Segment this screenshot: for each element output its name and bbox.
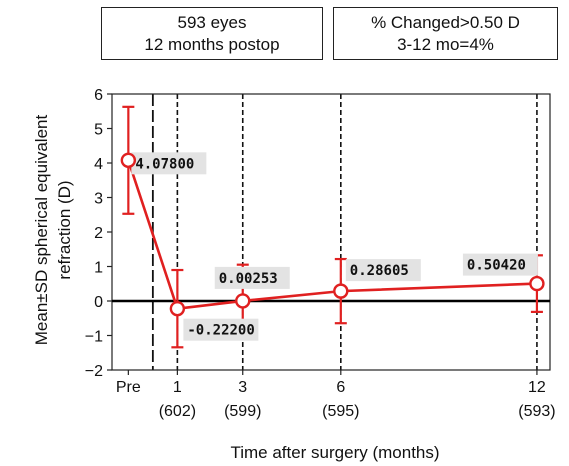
- y-axis-label-line1: Mean±SD spherical equivalent: [32, 115, 51, 346]
- data-point: [120, 152, 137, 169]
- data-point: [235, 293, 251, 309]
- x-tick-sample-size: (599): [224, 403, 261, 420]
- data-point: [333, 283, 349, 299]
- data-label: 4.07800: [135, 156, 194, 172]
- y-tick-label: 4: [94, 156, 103, 173]
- x-tick-label: 12: [528, 379, 546, 396]
- data-point: [169, 300, 186, 317]
- info-box-sample: 593 eyes 12 months postop: [101, 7, 323, 60]
- series-layer: [122, 105, 543, 349]
- data-label: 0.00253: [219, 271, 278, 287]
- x-tick-label: 3: [238, 379, 247, 396]
- data-label-bg: [183, 318, 259, 341]
- y-tick-label: 5: [94, 122, 103, 139]
- data-label: 0.28605: [350, 263, 409, 279]
- data-label-bg: [214, 266, 290, 289]
- data-label: 0.50420: [467, 258, 526, 274]
- info-box-change-line1: % Changed>0.50 D: [371, 12, 520, 32]
- info-box-sample-line2: 12 months postop: [144, 34, 280, 54]
- y-tick-label: 6: [94, 87, 103, 104]
- info-box-change-line2: 3-12 mo=4%: [397, 34, 494, 54]
- data-label: -0.22200: [187, 323, 254, 339]
- x-axis-label: Time after surgery (months): [230, 443, 439, 462]
- y-tick-label: 3: [94, 191, 103, 208]
- data-label-bg: [462, 253, 538, 276]
- data-label-bg: [345, 259, 421, 282]
- y-tick-label: 2: [94, 225, 103, 242]
- data-label-bg: [131, 152, 207, 175]
- y-tick-label: 0: [94, 294, 103, 311]
- series-line: [127, 159, 537, 311]
- y-tick-label: 1: [94, 260, 103, 277]
- info-box-sample-line1: 593 eyes: [177, 12, 247, 32]
- info-box-change: % Changed>0.50 D 3-12 mo=4%: [333, 7, 558, 60]
- x-tick-sample-size: (595): [322, 403, 359, 420]
- x-tick-label: 1: [173, 379, 182, 396]
- data-point: [529, 275, 545, 292]
- x-tick-label: 6: [336, 379, 345, 396]
- x-tick-sample-size: (593): [518, 403, 555, 420]
- x-tick-sample-size: (602): [159, 403, 196, 420]
- y-tick-label: −2: [85, 363, 103, 380]
- y-tick-label: −1: [85, 329, 103, 346]
- y-axis-label-line2: refraction (D): [55, 180, 74, 279]
- label-layer: 4.07800 -0.22200 0.00253 0.28605 0.50420: [120, 152, 545, 341]
- x-tick-label: Pre: [116, 379, 141, 396]
